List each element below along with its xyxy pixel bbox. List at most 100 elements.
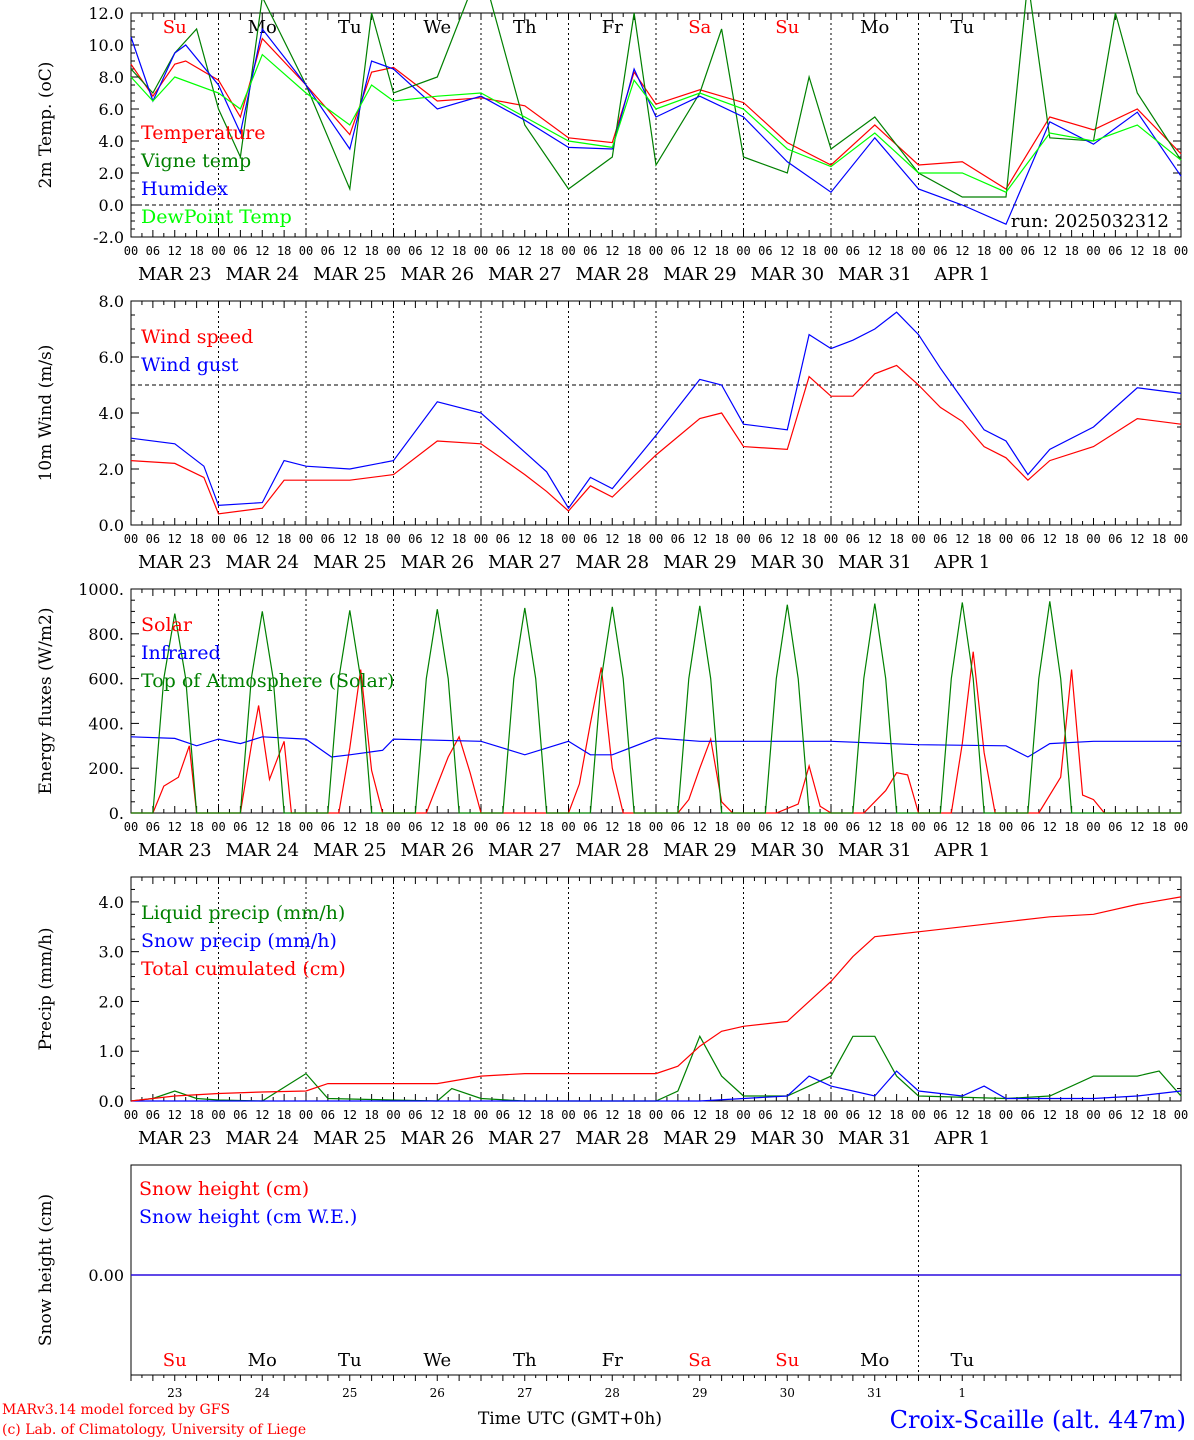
hour-tick-label: 18: [1064, 244, 1078, 258]
hour-tick-label: 06: [321, 244, 335, 258]
hour-tick-label: 12: [168, 1108, 182, 1122]
legend-entry: Total cumulated (cm): [141, 958, 346, 980]
legend-entry: Snow precip (mm/h): [141, 930, 337, 952]
hour-tick-label: 00: [124, 820, 138, 834]
hour-tick-label: 06: [408, 820, 422, 834]
hour-tick-label: 06: [933, 532, 947, 546]
hour-tick-label: 06: [408, 244, 422, 258]
weekday-label: Mo: [860, 1350, 889, 1371]
date-label: MAR 27: [488, 1128, 562, 1149]
hour-tick-label: 00: [736, 820, 750, 834]
hour-tick-label: 06: [321, 1108, 335, 1122]
hour-tick-label: 00: [1174, 820, 1188, 834]
hour-tick-label: 18: [1064, 1108, 1078, 1122]
hour-tick-label: 06: [321, 820, 335, 834]
date-label: MAR 24: [225, 1128, 299, 1149]
hour-tick-label: 18: [889, 532, 903, 546]
hour-tick-label: 06: [846, 532, 860, 546]
hour-tick-label: 06: [1021, 532, 1035, 546]
hour-tick-label: 18: [452, 532, 466, 546]
hour-tick-label: 18: [802, 244, 816, 258]
series-line-dewpoint-temp: [130, 53, 1182, 193]
hour-tick-label: 18: [802, 532, 816, 546]
hour-tick-label: 00: [561, 1108, 575, 1122]
hour-tick-label: 06: [1021, 820, 1035, 834]
hour-tick-label: 12: [343, 532, 357, 546]
series-line-infrared: [130, 736, 1181, 758]
hour-tick-label: 00: [824, 820, 838, 834]
y-tick-label: 8.0: [99, 292, 124, 311]
hour-tick-label: 12: [868, 1108, 882, 1122]
y-tick-label: 1000.: [78, 580, 124, 599]
hour-tick-label: 12: [780, 1108, 794, 1122]
series-line-snow-precip-mm-h: [131, 1070, 1182, 1102]
hour-tick-label: 00: [649, 1108, 663, 1122]
weekday-label: Sa: [688, 1350, 711, 1371]
hour-tick-label: 18: [627, 820, 641, 834]
weekday-label: Fr: [602, 1350, 623, 1371]
hour-tick-label: 06: [1108, 1108, 1122, 1122]
date-label: MAR 25: [313, 552, 387, 573]
hour-tick-label: 18: [364, 820, 378, 834]
hour-tick-label: 18: [889, 820, 903, 834]
hour-tick-label: 12: [1130, 532, 1144, 546]
footer-model-credit: MARv3.14 model forced by GFS: [2, 1402, 230, 1418]
hour-tick-label: 00: [911, 532, 925, 546]
hour-tick-label: 00: [1086, 1108, 1100, 1122]
hour-tick-label: 06: [583, 1108, 597, 1122]
date-label: MAR 26: [400, 1128, 474, 1149]
y-tick-label: 4.0: [99, 404, 124, 423]
hour-tick-label: 06: [846, 244, 860, 258]
hour-tick-label: 12: [1130, 820, 1144, 834]
hour-tick-label: 00: [649, 244, 663, 258]
date-label: MAR 25: [313, 840, 387, 861]
series-line-humidex: [130, 27, 1182, 225]
weekday-label: Tu: [950, 17, 974, 38]
hour-tick-label: 00: [561, 244, 575, 258]
hour-tick-label: 06: [758, 1108, 772, 1122]
hour-tick-label: 12: [693, 532, 707, 546]
weekday-label: Th: [513, 1350, 537, 1371]
weekday-label: Th: [513, 17, 537, 38]
hour-tick-label: 12: [430, 532, 444, 546]
date-label: MAR 30: [750, 840, 824, 861]
date-label: MAR 29: [663, 552, 737, 573]
hour-tick-label: 00: [999, 244, 1013, 258]
hour-tick-label: 18: [364, 1108, 378, 1122]
hour-tick-label: 18: [452, 244, 466, 258]
day-number-label: 28: [605, 1386, 620, 1400]
y-axis-title: 2m Temp. (oC): [36, 62, 56, 189]
date-label: MAR 26: [400, 264, 474, 285]
y-tick-label: 0.0: [99, 516, 124, 535]
hour-tick-label: 00: [561, 820, 575, 834]
legend-entry: Wind speed: [141, 326, 253, 348]
hour-tick-label: 06: [233, 820, 247, 834]
hour-tick-label: 00: [911, 820, 925, 834]
hour-tick-label: 12: [605, 244, 619, 258]
date-label: MAR 30: [750, 264, 824, 285]
hour-tick-label: 18: [1152, 820, 1166, 834]
weekday-label: Tu: [338, 17, 362, 38]
y-tick-label: 600.: [88, 670, 124, 689]
hour-tick-label: 18: [1152, 244, 1166, 258]
day-number-label: 25: [342, 1386, 357, 1400]
hour-tick-label: 06: [671, 532, 685, 546]
legend-entry: Solar: [141, 614, 193, 636]
date-label: MAR 30: [750, 1128, 824, 1149]
hour-tick-label: 18: [277, 532, 291, 546]
panel-3: 00 06 12 18 00 06 12 18 00 06 12 18 00 06 12 18 00 06 12 18…: [36, 580, 1188, 861]
date-label: MAR 27: [488, 264, 562, 285]
date-label: MAR 30: [750, 552, 824, 573]
legend-entry: Vigne temp: [140, 150, 251, 172]
hour-tick-label: 12: [255, 532, 269, 546]
hour-tick-label: 12: [1130, 244, 1144, 258]
series-line-solar: [131, 651, 1181, 814]
hour-tick-label: 06: [671, 1108, 685, 1122]
hour-tick-label: 12: [255, 820, 269, 834]
hour-tick-label: 00: [824, 532, 838, 546]
hour-tick-label: 06: [1108, 532, 1122, 546]
hour-tick-label: 06: [496, 1108, 510, 1122]
hour-tick-label: 12: [693, 244, 707, 258]
weekday-label: Tu: [950, 1350, 974, 1371]
hour-tick-label: 00: [736, 532, 750, 546]
